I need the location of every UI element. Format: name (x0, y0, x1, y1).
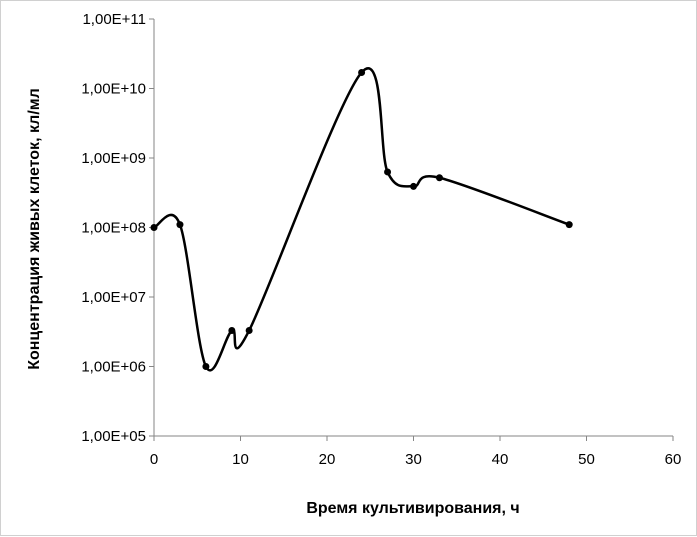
x-tick-label: 50 (578, 451, 595, 468)
x-tick-label: 20 (319, 451, 336, 468)
ticks-group: 1,00E+05 1,00E+06 1,00E+07 1,00E+08 1,00E+09… (81, 11, 681, 468)
data-point (358, 68, 366, 76)
x-axis-title: Время культивирования, ч (306, 500, 519, 517)
y-tick-label: 1,00E+07 (81, 289, 146, 306)
data-point (565, 221, 573, 229)
data-point (245, 326, 253, 334)
y-tick-label: 1,00E+10 (81, 81, 146, 98)
data-point (435, 174, 443, 182)
y-axis-title: Концентрация живых клеток, кл/мл (26, 88, 43, 370)
axes-group (153, 19, 673, 437)
x-tick-label: 0 (150, 451, 158, 468)
x-tick-label: 30 (405, 451, 422, 468)
series-line (153, 67, 570, 372)
data-point (176, 221, 184, 229)
data-point (228, 326, 236, 334)
data-point (150, 224, 158, 231)
y-tick-label: 1,00E+11 (82, 11, 146, 28)
data-point (202, 363, 210, 370)
x-tick-label: 60 (665, 451, 682, 468)
data-point (384, 168, 392, 176)
y-tick-label: 1,00E+05 (81, 428, 146, 445)
x-tick-label: 10 (232, 451, 249, 468)
y-tick-label: 1,00E+06 (81, 359, 146, 376)
y-tick-label: 1,00E+08 (81, 220, 146, 237)
y-tick-label: 1,00E+09 (81, 150, 146, 167)
series-group (150, 67, 573, 372)
data-point (410, 182, 417, 190)
x-tick-label: 40 (492, 451, 509, 468)
